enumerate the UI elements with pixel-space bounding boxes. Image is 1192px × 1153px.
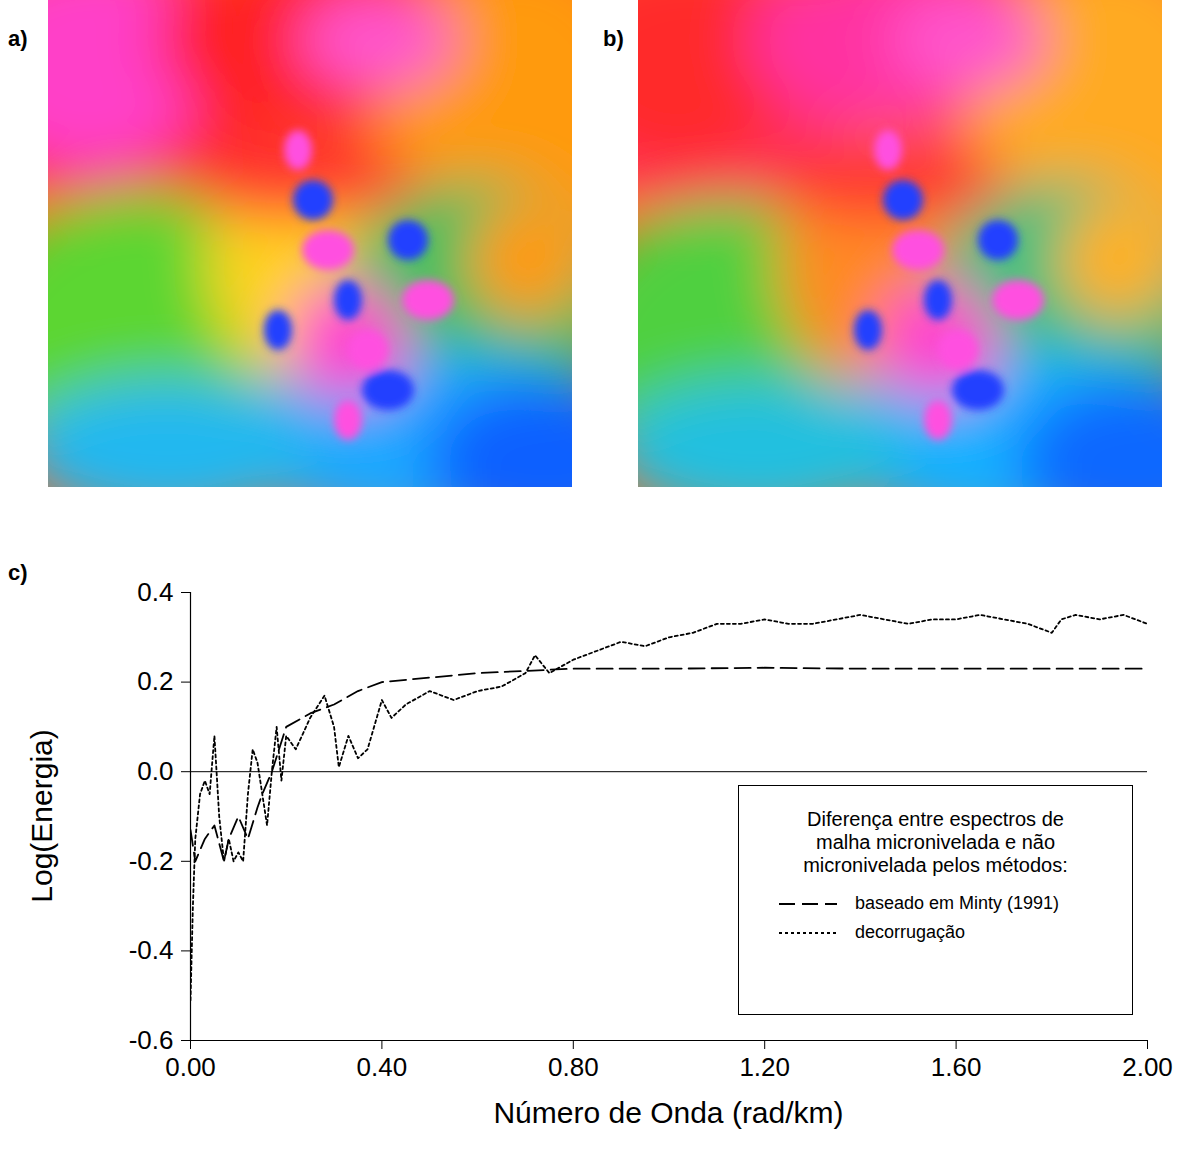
- html-text:Diferença entre espectros de m: Diferença entre espectros de malha micro…: [803, 808, 1068, 876]
- html-text:baseado em Minty (1991): baseado em Minty (1991): [855, 893, 1060, 913]
- svg-text:0.00: 0.00: [165, 1052, 216, 1082]
- html-text:a): a): [8, 26, 28, 51]
- html-text:c): c): [8, 560, 28, 585]
- svg-text:-0.6: -0.6: [129, 1025, 174, 1055]
- svg-text:-0.4: -0.4: [129, 935, 174, 965]
- svg-text:0.4: 0.4: [137, 577, 173, 607]
- svg-text:1.20: 1.20: [739, 1052, 790, 1082]
- svg-text:0.0: 0.0: [137, 756, 173, 786]
- html-text:b): b): [603, 26, 624, 51]
- svg-text:0.80: 0.80: [548, 1052, 599, 1082]
- svg-text:1.60: 1.60: [931, 1052, 982, 1082]
- html-text:decorrugação: decorrugação: [855, 922, 966, 942]
- svg-text:2.00: 2.00: [1122, 1052, 1173, 1082]
- html-text:Log(Energia): Log(Energia): [25, 729, 58, 903]
- svg-text:0.40: 0.40: [357, 1052, 408, 1082]
- svg-text:0.2: 0.2: [137, 666, 173, 696]
- svg-text:-0.2: -0.2: [129, 846, 174, 876]
- html-text:Número de Onda (rad/km): Número de Onda (rad/km): [493, 1096, 844, 1129]
